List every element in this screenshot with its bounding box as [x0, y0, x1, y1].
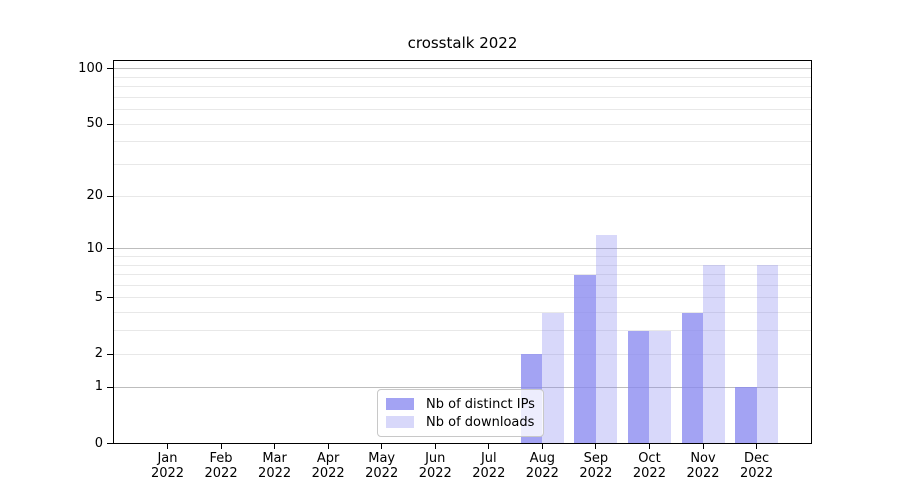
x-tick-label: Mar 2022: [258, 450, 292, 482]
legend: Nb of distinct IPs Nb of downloads: [377, 389, 544, 437]
y-tick-label: 1: [94, 379, 103, 395]
y-tick-label: 10: [86, 240, 103, 256]
y-tick-label: 0: [94, 435, 103, 451]
x-tick-mark: [434, 444, 436, 449]
x-tick-mark: [488, 444, 490, 449]
legend-label-distinct-ips: Nb of distinct IPs: [426, 396, 535, 412]
x-tick-label: Oct 2022: [632, 450, 666, 482]
x-tick-label: Nov 2022: [686, 450, 720, 482]
x-tick-label: Sep 2022: [579, 450, 613, 482]
x-tick-mark: [648, 444, 650, 449]
x-tick-mark: [756, 444, 758, 449]
legend-swatch-distinct-ips: [386, 398, 414, 410]
x-tick-label: Jul 2022: [472, 450, 506, 482]
legend-label-downloads: Nb of downloads: [426, 414, 535, 430]
legend-item-downloads: Nb of downloads: [386, 415, 535, 430]
legend-item-distinct-ips: Nb of distinct IPs: [386, 397, 535, 412]
x-tick-mark: [702, 444, 704, 449]
x-tick-mark: [220, 444, 222, 449]
x-tick-mark: [327, 444, 329, 449]
y-tick-label: 2: [94, 346, 103, 362]
x-tick-mark: [595, 444, 597, 449]
legend-swatch-downloads: [386, 416, 414, 428]
y-tick-label: 20: [86, 188, 103, 204]
y-tick-label: 50: [86, 116, 103, 132]
x-tick-mark: [541, 444, 543, 449]
x-tick-label: Feb 2022: [204, 450, 238, 482]
x-tick-label: Dec 2022: [740, 450, 774, 482]
x-tick-label: Jun 2022: [418, 450, 452, 482]
x-tick-mark: [381, 444, 383, 449]
x-tick-label: Jan 2022: [150, 450, 185, 482]
x-tick-label: May 2022: [365, 450, 399, 482]
plot-frame: [113, 60, 812, 444]
x-tick-mark: [167, 444, 168, 449]
y-tick-label: 100: [78, 60, 103, 76]
x-tick-mark: [274, 444, 276, 449]
x-tick-label: Aug 2022: [525, 450, 559, 482]
x-tick-label: Apr 2022: [311, 450, 345, 482]
chart-title: crosstalk 2022: [407, 34, 518, 52]
y-tick-label: 5: [94, 289, 103, 305]
